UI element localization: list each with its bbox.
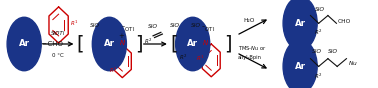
Text: [: [ bbox=[170, 34, 178, 54]
Text: Ar: Ar bbox=[187, 40, 198, 48]
Text: TMS-$Nu$ or: TMS-$Nu$ or bbox=[238, 44, 266, 52]
Text: SiO: SiO bbox=[315, 7, 325, 12]
Text: +: + bbox=[118, 33, 124, 39]
Text: N: N bbox=[202, 40, 208, 46]
Text: N: N bbox=[53, 31, 57, 36]
Text: CHO: CHO bbox=[337, 19, 350, 24]
Ellipse shape bbox=[92, 17, 126, 71]
Text: $R^1$: $R^1$ bbox=[70, 19, 79, 28]
Text: $R^2$: $R^2$ bbox=[314, 71, 322, 81]
Ellipse shape bbox=[283, 0, 317, 50]
Text: SiO: SiO bbox=[312, 49, 322, 54]
Text: Ar: Ar bbox=[294, 62, 306, 71]
Text: ]: ] bbox=[224, 34, 232, 54]
Text: SiO: SiO bbox=[191, 23, 201, 28]
Text: SiOTl: SiOTl bbox=[51, 31, 65, 36]
Text: $R^1$: $R^1$ bbox=[109, 66, 117, 75]
Text: ─ CHO: ─ CHO bbox=[41, 41, 63, 47]
Text: Ar: Ar bbox=[294, 19, 306, 28]
Text: ]: ] bbox=[135, 34, 143, 54]
Text: SiO: SiO bbox=[90, 23, 100, 28]
Text: SiO: SiO bbox=[148, 24, 158, 29]
Text: Ar: Ar bbox=[104, 40, 115, 48]
Text: $R^2$: $R^2$ bbox=[314, 28, 322, 37]
Ellipse shape bbox=[7, 17, 41, 71]
Ellipse shape bbox=[283, 40, 317, 88]
Text: $R^2$: $R^2$ bbox=[179, 52, 187, 62]
Ellipse shape bbox=[176, 17, 210, 71]
Text: [: [ bbox=[77, 34, 84, 54]
Text: H₂O: H₂O bbox=[244, 18, 255, 23]
Text: Ar: Ar bbox=[19, 40, 29, 48]
Text: $R^1$: $R^1$ bbox=[196, 54, 204, 63]
Text: SiO: SiO bbox=[328, 49, 338, 54]
Text: N: N bbox=[119, 40, 125, 46]
Text: $Nu$: $Nu$ bbox=[347, 59, 357, 67]
Text: $R^2$: $R^2$ bbox=[144, 37, 152, 46]
Text: allyl-Bpin: allyl-Bpin bbox=[238, 55, 262, 60]
Text: 0 °C: 0 °C bbox=[53, 53, 64, 58]
Text: $^{-}$OTl: $^{-}$OTl bbox=[201, 25, 215, 33]
Text: $^{-}$OTl: $^{-}$OTl bbox=[121, 25, 135, 33]
Text: SiO: SiO bbox=[170, 23, 180, 28]
